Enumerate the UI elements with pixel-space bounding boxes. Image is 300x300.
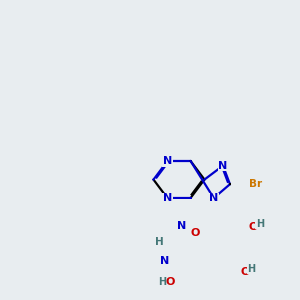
Text: H: H <box>158 277 166 286</box>
Text: N: N <box>218 160 228 171</box>
Text: N: N <box>163 156 172 166</box>
Polygon shape <box>237 226 254 235</box>
Text: H: H <box>256 219 264 229</box>
Text: N: N <box>160 256 170 266</box>
Text: N: N <box>163 193 172 203</box>
Text: Br: Br <box>249 179 262 189</box>
Text: O: O <box>165 277 174 286</box>
Text: N: N <box>209 193 218 203</box>
Text: H: H <box>248 264 256 274</box>
Polygon shape <box>230 256 246 273</box>
Text: O: O <box>240 267 250 277</box>
Text: O: O <box>248 222 258 232</box>
Text: N: N <box>177 221 186 231</box>
Polygon shape <box>212 198 216 221</box>
Text: O: O <box>190 228 200 238</box>
Text: H: H <box>155 237 164 247</box>
